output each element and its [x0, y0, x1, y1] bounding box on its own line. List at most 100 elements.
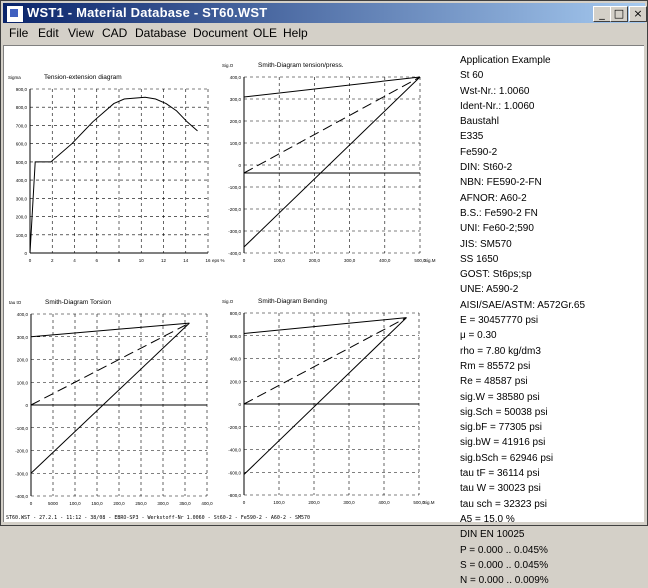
info-line: DIN: St60-2	[460, 162, 513, 174]
info-line: UNI: Fe60-2;590	[460, 223, 534, 235]
material-info-panel: Application Example St 60 Wst-Nr.: 1.0060 I…	[460, 53, 585, 588]
series-line	[30, 322, 190, 338]
info-line: sig.W = 38580 psi	[460, 391, 540, 403]
info-line: Fe590-2	[460, 146, 498, 158]
x-tick-label: 12	[161, 258, 167, 263]
y-tick-label: -300,0	[15, 471, 28, 476]
y-tick-label: 200,0	[16, 215, 28, 220]
info-line: μ = 0.30	[460, 330, 497, 342]
y-tick-label: -200,0	[228, 207, 241, 212]
x-tick-label: 0	[243, 258, 246, 263]
y-tick-label: 100,0	[17, 380, 29, 385]
info-line: Wst-Nr.: 1.0060	[460, 85, 530, 97]
menu-view[interactable]: View	[68, 26, 94, 40]
x-tick-label: 5000	[48, 501, 59, 506]
y-tick-label: 100,0	[230, 141, 242, 146]
y-tick-label: 300,0	[17, 335, 29, 340]
x-tick-label: 400,0	[379, 258, 391, 263]
x-tick-label: 8	[118, 258, 121, 263]
x-tick-label: 10	[139, 258, 145, 263]
x-tick-label: 400,0	[378, 500, 390, 505]
info-line: St 60	[460, 70, 484, 82]
menu-document[interactable]: Document	[193, 26, 248, 40]
info-line: NBN: FE590-2-FN	[460, 177, 542, 189]
x-tick-label: 300,0	[157, 501, 169, 506]
y-tick-label: 0	[24, 251, 27, 256]
info-line: Application Example	[460, 55, 551, 66]
y-tick-label: 200,0	[230, 119, 242, 124]
y-tick-label: 400,0	[16, 178, 28, 183]
x-tick-label: 150,0	[91, 501, 103, 506]
app-icon[interactable]	[6, 5, 24, 23]
info-line: AISI/SAE/ASTM: A572Gr.65	[460, 299, 586, 311]
info-line: Baustahl	[460, 116, 499, 128]
info-line: JIS: SM570	[460, 238, 512, 250]
x-tick-label: 0	[30, 501, 33, 506]
info-line: DIN EN 10025	[460, 529, 525, 541]
x-tick-label: 14	[183, 258, 189, 263]
x-tick-label: 0	[29, 258, 32, 263]
y-axis-label: Sigma	[8, 75, 21, 80]
info-line: sig.Sch = 50038 psi	[460, 406, 548, 418]
menu-cad[interactable]: CAD	[102, 26, 128, 40]
y-tick-label: -400,0	[228, 448, 241, 453]
y-tick-label: 400,0	[230, 357, 242, 362]
info-line: A5 = 15.0 %	[460, 513, 515, 525]
info-line: SS 1650	[460, 253, 499, 265]
y-tick-label: -200,0	[15, 449, 28, 454]
x-tick-label: 300,0	[344, 258, 356, 263]
y-tick-label: -200,0	[228, 425, 241, 430]
x-axis-label: Sig.M	[424, 258, 436, 263]
menu-help[interactable]: Help	[283, 26, 308, 40]
x-tick-label: 500,0	[414, 258, 426, 263]
menu-ole[interactable]: OLE	[253, 26, 278, 40]
y-tick-label: 100,0	[16, 233, 28, 238]
menu-file[interactable]: File	[9, 26, 29, 40]
title-bar[interactable]: WST1 - Material Database - ST60.WST _ □ …	[3, 3, 647, 23]
document-area[interactable]	[3, 45, 644, 522]
window-title: WST1 - Material Database - ST60.WST	[27, 5, 268, 20]
y-tick-label: -600,0	[228, 470, 241, 475]
y-tick-label: 200,0	[230, 379, 242, 384]
y-tick-label: 0	[238, 402, 241, 407]
chart-title: Smith-Diagram Bending	[258, 298, 327, 305]
y-tick-label: 0	[25, 403, 28, 408]
menu-edit[interactable]: Edit	[38, 26, 59, 40]
y-tick-label: 0	[238, 163, 241, 168]
y-tick-label: 700,0	[16, 123, 28, 128]
info-line: S = 0.000 .. 0.045%	[460, 559, 549, 571]
close-button[interactable]: ×	[629, 6, 647, 22]
x-tick-label: 200,0	[113, 501, 125, 506]
y-tick-label: -800,0	[228, 493, 241, 498]
x-tick-label: 6	[95, 258, 98, 263]
y-tick-label: -300,0	[228, 229, 241, 234]
y-tick-label: -100,0	[15, 426, 28, 431]
y-tick-label: 800,0	[16, 105, 28, 110]
maximize-button[interactable]: □	[610, 6, 628, 22]
x-axis-label: eps %	[212, 258, 225, 263]
x-tick-label: 200,0	[309, 258, 321, 263]
footer-text: ST60.WST - 27.2.1 - 11:12 - 38/08 - EBRO…	[6, 515, 311, 521]
series-line	[243, 317, 407, 475]
x-tick-label: 2	[51, 258, 54, 263]
y-tick-label: 300,0	[230, 97, 242, 102]
info-line: sig.bSch = 62946 psi	[460, 452, 554, 464]
info-line: sig.bW = 41916 psi	[460, 437, 546, 449]
series-line	[30, 322, 190, 406]
info-line: tau tF = 36114 psi	[460, 468, 540, 480]
info-line: E335	[460, 131, 484, 143]
y-tick-label: 300,0	[16, 196, 28, 201]
chart-title: Smith-Diagram Torsion	[45, 299, 111, 306]
info-line: Re = 48587 psi	[460, 376, 528, 388]
menu-database[interactable]: Database	[135, 26, 187, 40]
y-tick-label: 400,0	[17, 312, 29, 317]
info-line: N = 0.000 .. 0.009%	[460, 575, 549, 587]
x-tick-label: 100,0	[69, 501, 81, 506]
series-line	[243, 76, 421, 248]
series-line	[243, 76, 421, 174]
x-tick-label: 0	[243, 500, 246, 505]
x-tick-label: 250,0	[135, 501, 147, 506]
info-line: E = 30457770 psi	[460, 315, 539, 327]
y-axis-label: Sig.O	[222, 63, 234, 68]
